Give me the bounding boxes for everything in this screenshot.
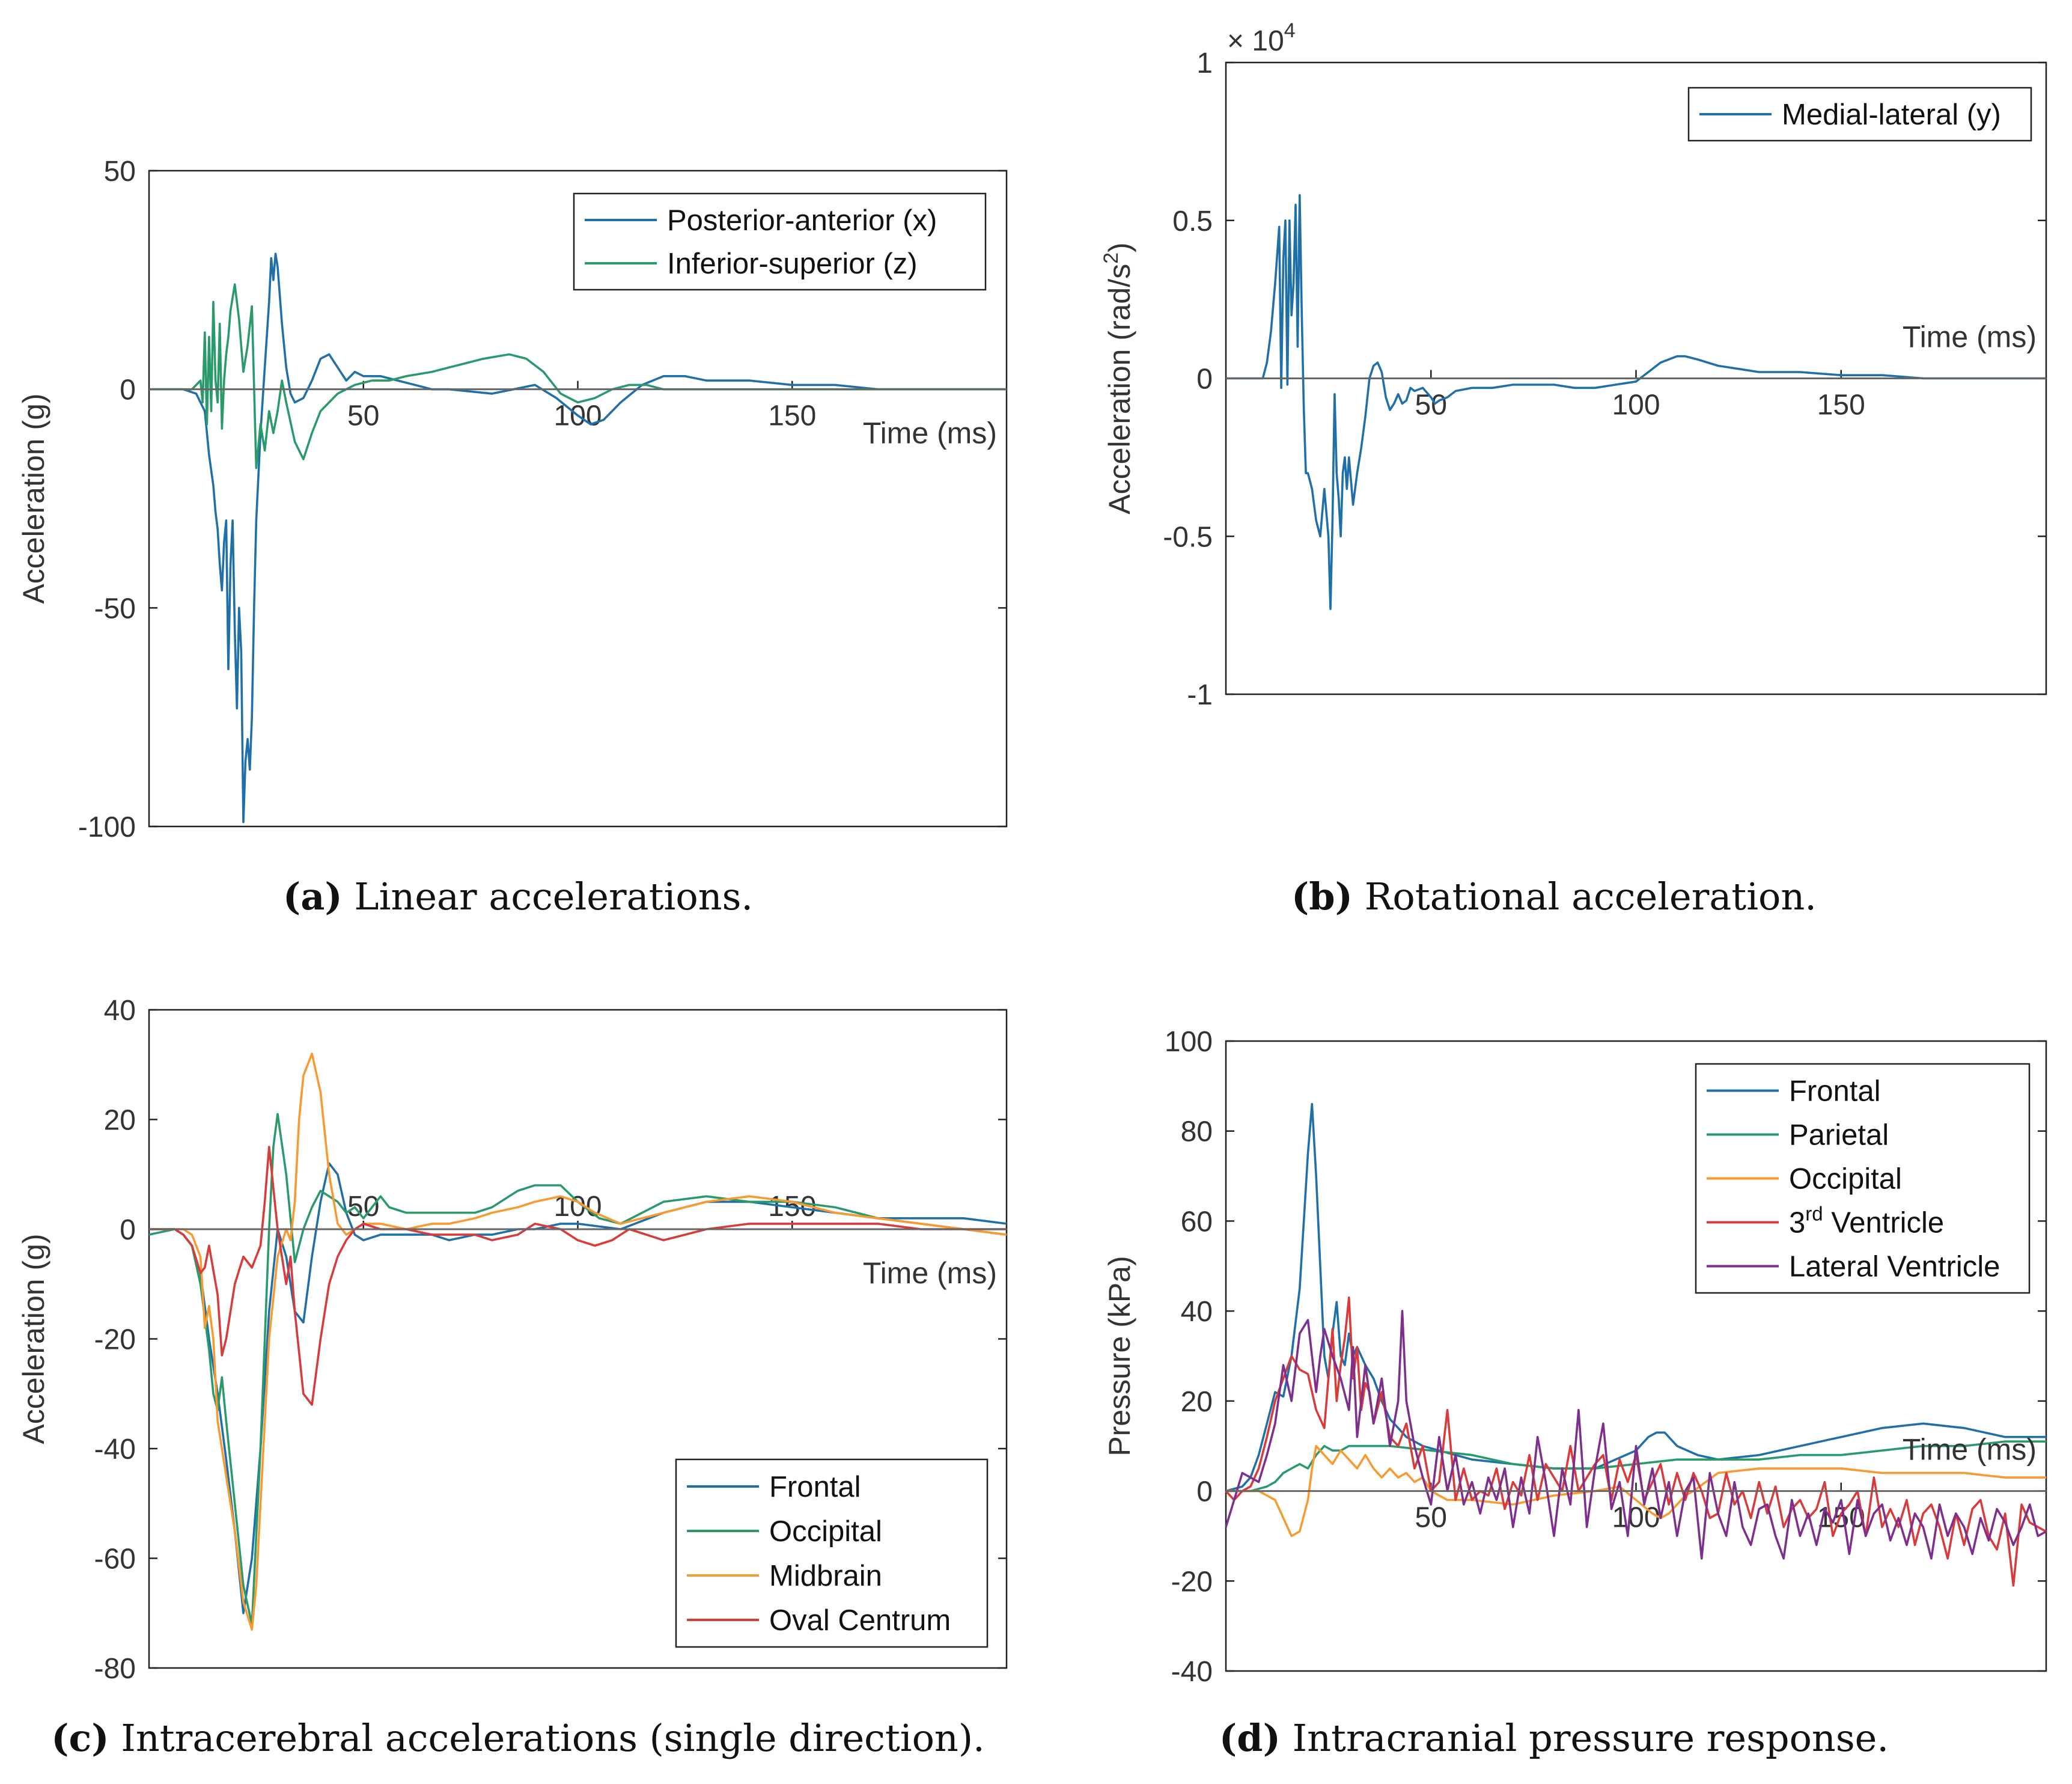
y-tick-label: 0.5 [1172,206,1213,237]
caption-a-text: Linear accelerations. [342,875,754,918]
legend-entry: Medial-lateral (y) [1782,99,2001,131]
caption-b-text: Rotational acceleration. [1352,875,1817,918]
y-tick-label: -50 [94,593,136,625]
y-tick-label: 1 [1196,47,1213,79]
caption-a-label: (a) [282,875,343,918]
caption-a: (a) Linear accelerations. [0,875,1036,918]
legend-entry: Frontal [1789,1075,1881,1108]
caption-c: (c) Intracerebral accelerations (single … [0,1716,1036,1760]
exponent-power: 4 [1284,19,1296,42]
series-line-posterior-anterior-x- [149,252,1007,823]
legend: Frontal Occipital Midbrain Oval Centrum [675,1458,989,1648]
series-line-parietal [1226,1440,2046,1492]
legend-entry: Occipital [769,1515,882,1548]
y-tick-label: 20 [1181,1386,1213,1418]
legend-entry: Midbrain [769,1560,882,1592]
legend-entry: Inferior-superior (z) [667,248,918,280]
y-tick-label: -100 [78,811,136,843]
legend-box [675,1458,989,1648]
y-axis-label-tail: ) [1103,242,1136,252]
plot-frame [1225,1040,2047,1672]
series-line-occipital [148,1113,1007,1625]
y-tick-label: 40 [104,995,136,1027]
y-tick-label: -1 [1187,679,1213,711]
y-tick-label: -40 [1171,1656,1213,1688]
x-tick-label: 50 [1415,1502,1447,1534]
caption-b-label: (b) [1291,875,1353,918]
y-tick-label: -80 [94,1653,136,1685]
y-axis-label: Pressure (kPa) [1103,1256,1136,1456]
caption-b: (b) Rotational acceleration. [1036,875,2072,918]
x-tick-label: 100 [1612,1502,1660,1534]
y-tick-label: -0.5 [1163,521,1213,553]
y-tick-label: 50 [104,156,136,188]
y-axis-label-superscript: 2 [1100,252,1123,264]
x-tick-label: 150 [768,400,816,432]
series-line-oval-centrum [149,1146,1007,1406]
y-tick-label: -20 [94,1324,136,1356]
series-line-midbrain [149,1052,1007,1631]
x-axis-label: Time (ms) [863,1256,997,1290]
legend-entry: Lateral Ventricle [1789,1251,2000,1283]
series-line-frontal [1225,1103,2046,1492]
x-tick-label: 150 [1817,389,1865,421]
exponent-base: × 10 [1227,25,1284,57]
y-axis-label: Acceleration (g) [17,1233,50,1444]
legend: Posterior-anterior (x) Inferior-superior … [573,192,987,291]
y-axis-label-main: Acceleration (rad/s [1103,264,1136,515]
caption-d: (d) Intracranial pressure response. [1036,1716,2072,1760]
x-tick-label: 100 [1612,389,1660,421]
caption-d-label: (d) [1219,1716,1281,1760]
series-line-occipital [1226,1444,2046,1538]
series-line-medial-lateral-y- [1226,194,2046,610]
y-tick-label: 0 [1196,1476,1213,1508]
series-line-inferior-superior-z- [149,283,1007,469]
y-tick-label: 0 [1196,364,1213,396]
series-line-lateral-ventricle [1225,1310,2047,1560]
y-tick-label: 80 [1181,1116,1213,1148]
legend-entry: 3rd Ventricle [1789,1203,1944,1239]
legend-entry: Occipital [1789,1163,1902,1196]
y-tick-label: 100 [1165,1026,1213,1058]
y-axis-label: Acceleration (g) [17,393,50,603]
y-tick-label: -20 [1171,1566,1213,1598]
y-tick-label: 0 [120,374,136,406]
y-tick-label: 40 [1181,1296,1213,1328]
caption-d-text: Intracranial pressure response. [1280,1716,1889,1760]
caption-c-text: Intracerebral accelerations (single dire… [109,1716,985,1760]
y-tick-label: 60 [1181,1206,1213,1238]
y-tick-label: 0 [120,1214,136,1246]
legend-box [573,192,987,291]
y-axis-label: Acceleration (rad/s2) [1100,242,1136,514]
legend: Frontal Parietal Occipital 3rd Ventricle Lat… [1695,1063,2031,1294]
legend: Medial-lateral (y) [1687,87,2032,142]
x-axis-label: Time (ms) [1903,1433,2037,1467]
y-axis-exponent: × 104 [1227,19,1296,57]
x-axis-label: Time (ms) [863,417,997,450]
legend-entry: Oval Centrum [769,1604,951,1637]
legend-entry: Posterior-anterior (x) [667,204,937,237]
x-axis-label: Time (ms) [1903,320,2037,354]
x-tick-label: 50 [1415,389,1447,421]
y-tick-label: 20 [104,1105,136,1137]
legend-entry: Parietal [1789,1119,1889,1152]
y-tick-label: -60 [94,1544,136,1575]
x-tick-label: 50 [347,400,379,432]
plot-frame [148,170,1008,828]
series-line-3rd-ventricle [1225,1296,2047,1587]
legend-entry: Frontal [769,1471,861,1503]
caption-c-label: (c) [51,1716,109,1760]
y-tick-label: -40 [94,1434,136,1465]
